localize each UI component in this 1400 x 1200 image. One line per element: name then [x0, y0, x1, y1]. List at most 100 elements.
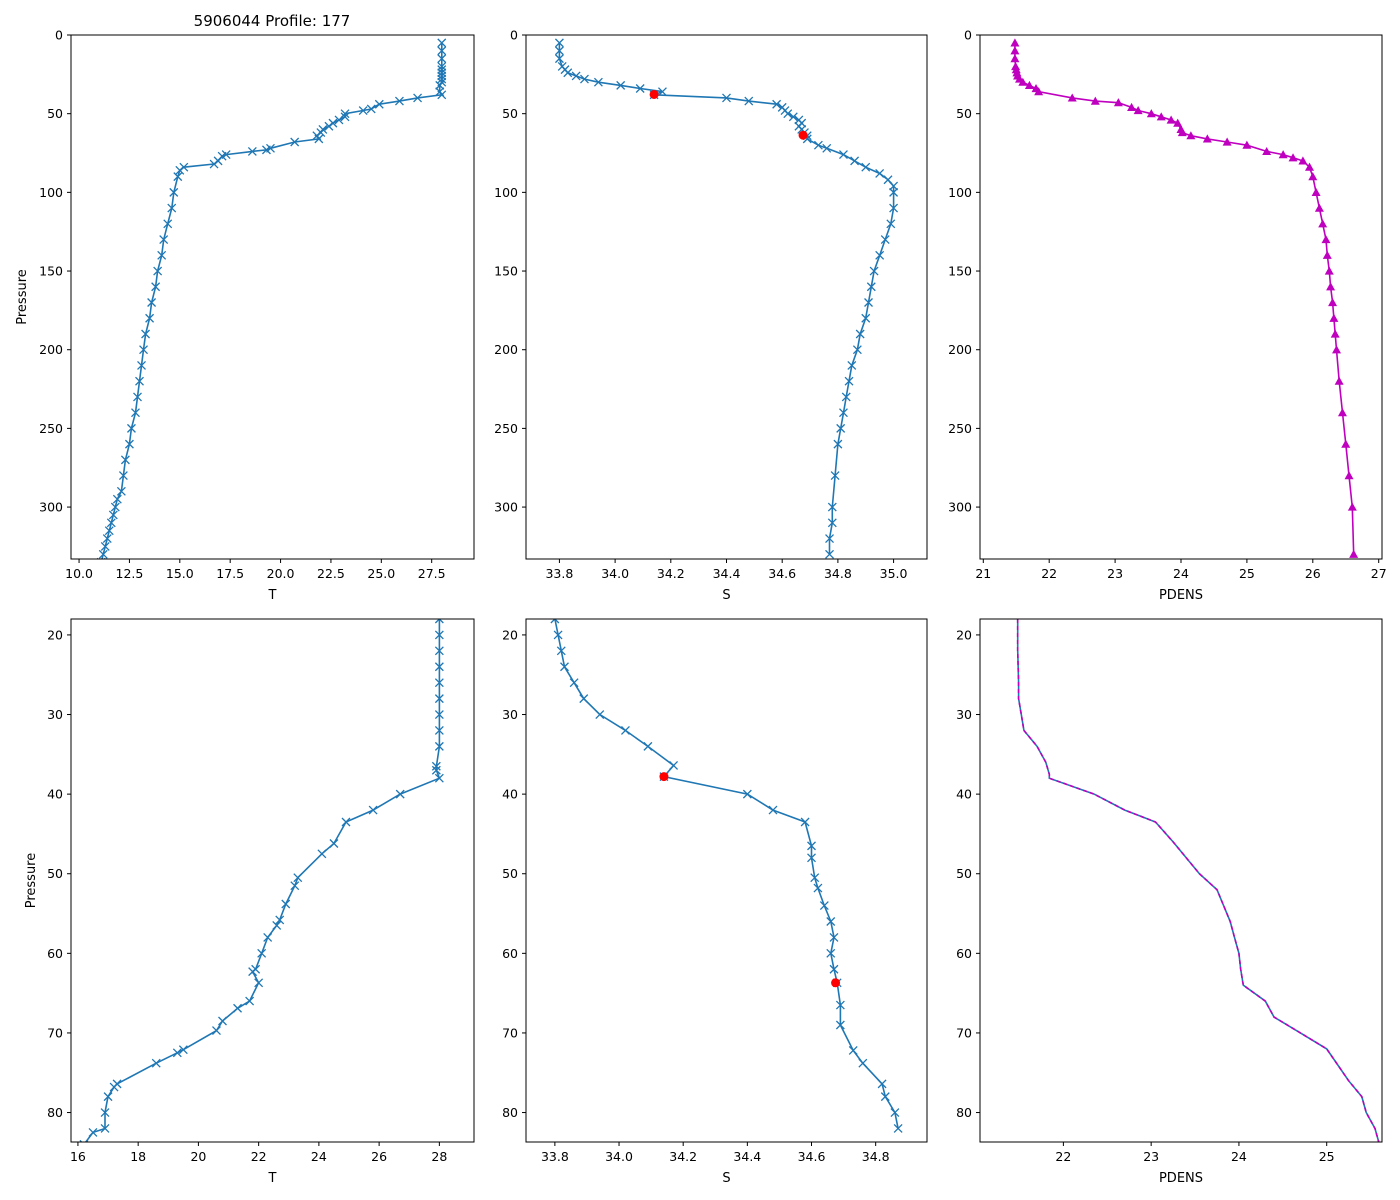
data-point — [247, 146, 257, 156]
data-point — [560, 662, 569, 672]
data-point — [290, 881, 300, 891]
data-point — [1018, 77, 1028, 86]
data-point — [772, 99, 782, 109]
x-tick-label: 15.0 — [166, 566, 194, 581]
y-tick-label: 40 — [47, 787, 63, 802]
data-point — [855, 329, 865, 339]
data-point — [861, 313, 871, 323]
data-point — [1318, 219, 1328, 228]
x-tick-label: 28 — [431, 1149, 447, 1164]
x-tick-label: 17.5 — [216, 566, 244, 581]
data-point — [830, 471, 840, 481]
y-tick-label: 60 — [502, 946, 518, 961]
plot-area — [554, 38, 899, 559]
data-point — [1010, 54, 1020, 63]
data-point — [825, 549, 834, 559]
y-tick-label: 80 — [502, 1105, 518, 1120]
data-point — [1010, 46, 1020, 55]
figure-title: 5906044 Profile: 177 — [194, 12, 351, 30]
x-tick-label: 25.0 — [367, 566, 395, 581]
chart-top-S: 33.8 34.0 34.2 34.4 34.6 34.8 35.0 0 50 100 150 200… — [494, 28, 928, 603]
data-point — [434, 662, 444, 672]
data-point — [137, 360, 146, 370]
data-point — [254, 978, 264, 988]
x-axis-label: T — [268, 1171, 277, 1186]
data-point — [126, 423, 136, 433]
data-point — [635, 84, 645, 93]
y-tick-label: 20 — [47, 627, 63, 642]
data-point — [877, 1079, 887, 1089]
data-point — [434, 710, 444, 719]
data-point — [813, 140, 823, 150]
data-point — [889, 181, 899, 191]
axes-frame — [525, 34, 928, 560]
data-point — [147, 298, 157, 307]
x-tick-label: 23 — [1143, 1149, 1159, 1164]
x-tick-label: 27.5 — [418, 566, 446, 581]
data-point — [616, 80, 626, 90]
data-point — [233, 1003, 243, 1013]
x-tick-label: 25 — [1319, 1149, 1335, 1164]
data-point — [157, 250, 167, 260]
y-tick-label: 100 — [39, 185, 63, 200]
data-point — [104, 526, 114, 536]
series-line-pdens-smoothed — [1016, 619, 1380, 1142]
data-point — [1314, 203, 1324, 212]
x-tick-label: 23 — [1107, 566, 1123, 581]
data-point — [88, 1127, 98, 1137]
y-tick-label: 30 — [956, 707, 972, 722]
x-tick-label: 10.0 — [65, 566, 93, 581]
y-tick-label: 250 — [494, 421, 518, 436]
data-point — [374, 99, 384, 109]
data-point — [395, 789, 405, 799]
data-point — [875, 250, 885, 260]
data-point — [1324, 266, 1334, 275]
y-tick-label: 300 — [948, 500, 972, 515]
data-point — [163, 219, 173, 229]
data-point — [293, 873, 303, 883]
data-point — [819, 901, 829, 911]
x-axis-label: PDENS — [1159, 588, 1203, 603]
y-tick-label: 70 — [956, 1025, 972, 1040]
y-tick-label: 80 — [956, 1105, 972, 1120]
data-point — [807, 853, 816, 863]
data-point — [829, 964, 839, 974]
data-point — [554, 46, 564, 56]
y-tick-label: 250 — [948, 421, 972, 436]
data-point — [110, 502, 120, 512]
data-point — [437, 71, 447, 81]
data-point — [1321, 235, 1331, 244]
data-point — [1034, 87, 1044, 96]
data-point — [434, 646, 444, 656]
x-tick-label: 21 — [975, 566, 991, 581]
y-tick-label: 80 — [47, 1105, 63, 1120]
data-point — [139, 345, 148, 355]
data-point — [106, 518, 116, 528]
data-point — [1113, 98, 1123, 107]
plot-area — [79, 619, 444, 1142]
data-point — [434, 630, 444, 640]
series-line-s — [558, 42, 895, 555]
data-point — [835, 1020, 845, 1030]
data-point — [178, 1045, 188, 1055]
data-point — [841, 392, 851, 402]
data-point — [579, 694, 589, 704]
highlight-point — [659, 772, 669, 782]
data-point — [886, 219, 896, 229]
y-axis-label: Pressure — [15, 269, 30, 325]
x-tick-label: 34.0 — [601, 566, 629, 581]
series-line-s — [554, 619, 899, 1129]
highlight-point — [649, 89, 659, 99]
data-point — [550, 619, 560, 624]
data-point — [822, 143, 832, 153]
data-point — [1322, 250, 1332, 259]
x-tick-label: 34.6 — [768, 566, 796, 581]
data-point — [358, 106, 368, 115]
data-point — [553, 630, 563, 640]
data-point — [836, 423, 846, 433]
data-point — [1329, 313, 1339, 322]
data-point — [1278, 150, 1288, 159]
y-tick-label: 70 — [502, 1025, 518, 1040]
highlight-point — [798, 130, 808, 140]
data-point — [394, 96, 404, 106]
